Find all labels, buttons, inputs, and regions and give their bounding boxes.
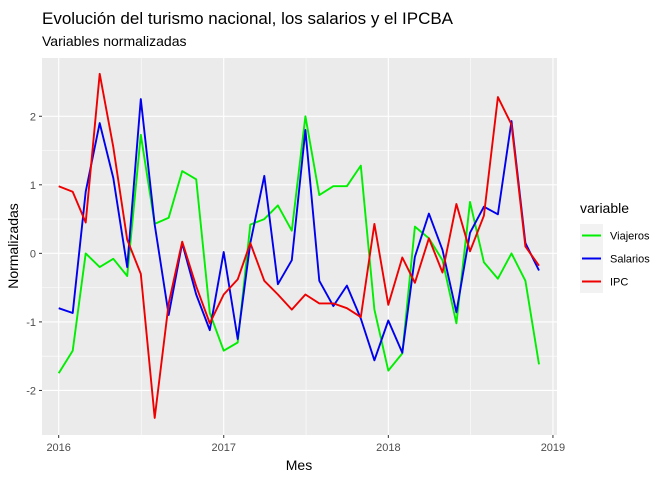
chart-title: Evolución del turismo nacional, los sala…	[42, 9, 454, 28]
y-axis-ticks: -2 -1 0 1 2	[26, 111, 42, 397]
x-tick-label: 2017	[211, 442, 235, 454]
series-line-ipc	[58, 72, 540, 419]
minor-gridlines	[42, 58, 557, 435]
y-tick-label: 0	[30, 248, 36, 260]
y-tick-label: 1	[30, 180, 36, 192]
legend-label-ipc: IPC	[610, 277, 628, 289]
y-axis-title: Normalizadas	[5, 203, 21, 289]
chart-subtitle: Variables normalizadas	[42, 33, 186, 49]
legend-label-viajeros: Viajeros	[610, 231, 650, 243]
series-line-salarios	[58, 98, 540, 362]
legend-label-salarios: Salarios	[610, 254, 650, 266]
x-tick-label: 2018	[376, 442, 400, 454]
y-tick-label: -2	[26, 385, 36, 397]
x-tick-label: 2019	[541, 442, 565, 454]
x-axis-ticks: 2016 2017 2018 2019	[46, 435, 565, 454]
y-tick-label: 2	[30, 111, 36, 123]
x-tick-label: 2016	[46, 442, 70, 454]
x-axis-title: Mes	[286, 457, 312, 473]
legend-title: variable	[580, 200, 629, 216]
series-lines	[57, 72, 540, 419]
legend: variable Viajeros Salarios IPC	[580, 200, 650, 293]
y-tick-label: -1	[26, 317, 36, 329]
